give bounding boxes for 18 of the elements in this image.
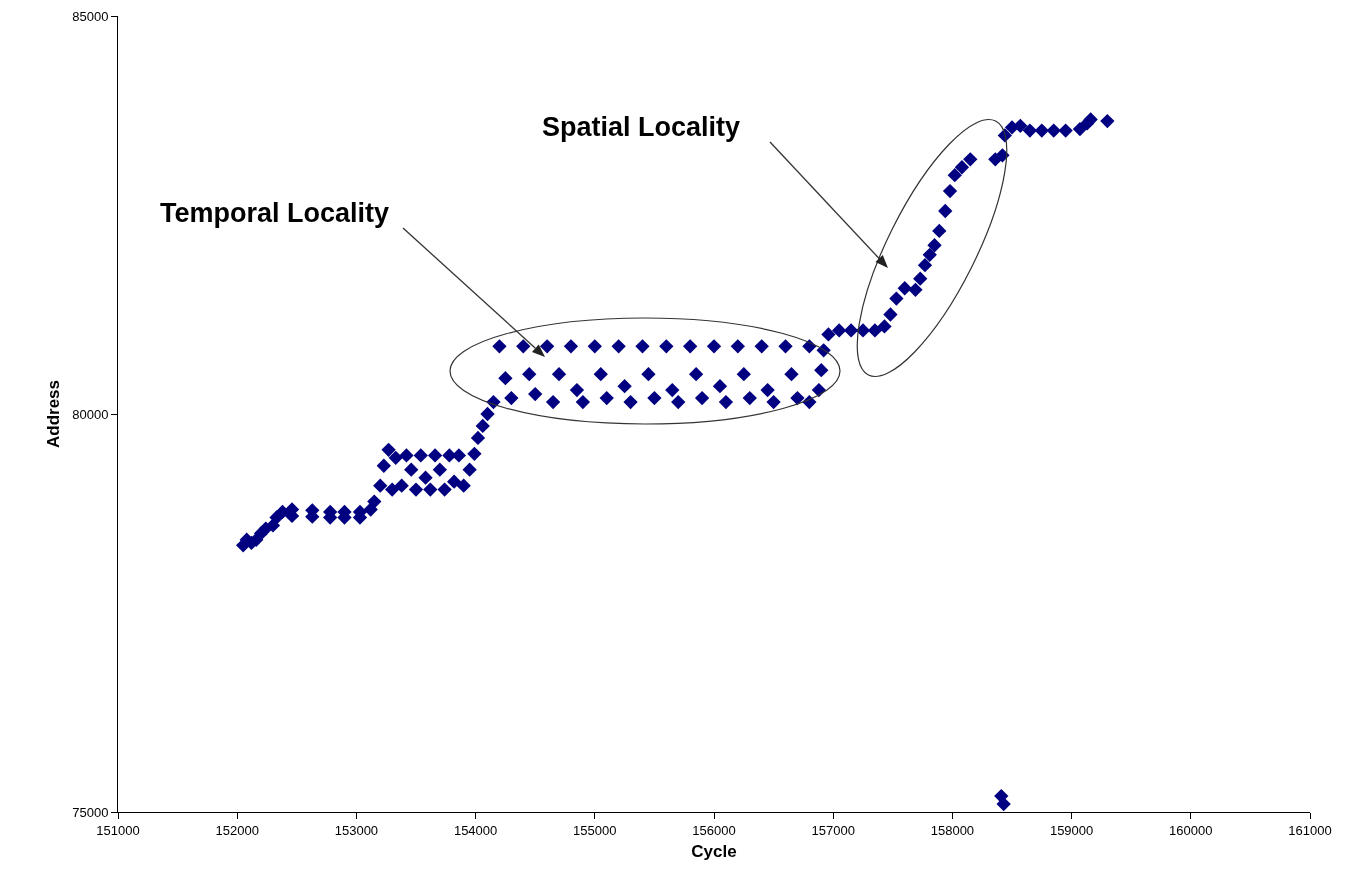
- y-axis-title: Address: [43, 379, 63, 449]
- x-tick-label: 161000: [1288, 822, 1332, 838]
- annotation: Spatial Locality: [542, 112, 741, 143]
- x-tick-label: 156000: [692, 822, 736, 838]
- y-tick-label: 85000: [72, 8, 109, 24]
- x-tick-label: 155000: [573, 822, 617, 838]
- x-tick-label: 159000: [1049, 822, 1094, 838]
- x-axis-title: Cycle: [691, 842, 737, 861]
- x-tick-label: 160000: [1169, 822, 1213, 838]
- x-tick-label: 152000: [215, 822, 259, 838]
- y-tick-label: 75000: [72, 804, 109, 820]
- y-tick-label: 80000: [72, 406, 109, 422]
- x-tick-label: 151000: [96, 822, 140, 838]
- x-tick-label: 153000: [334, 822, 379, 838]
- x-tick-label: 154000: [453, 822, 498, 838]
- annotation: Temporal Locality: [160, 198, 390, 229]
- x-tick-label: 157000: [811, 822, 855, 838]
- x-tick-label: 158000: [930, 822, 975, 838]
